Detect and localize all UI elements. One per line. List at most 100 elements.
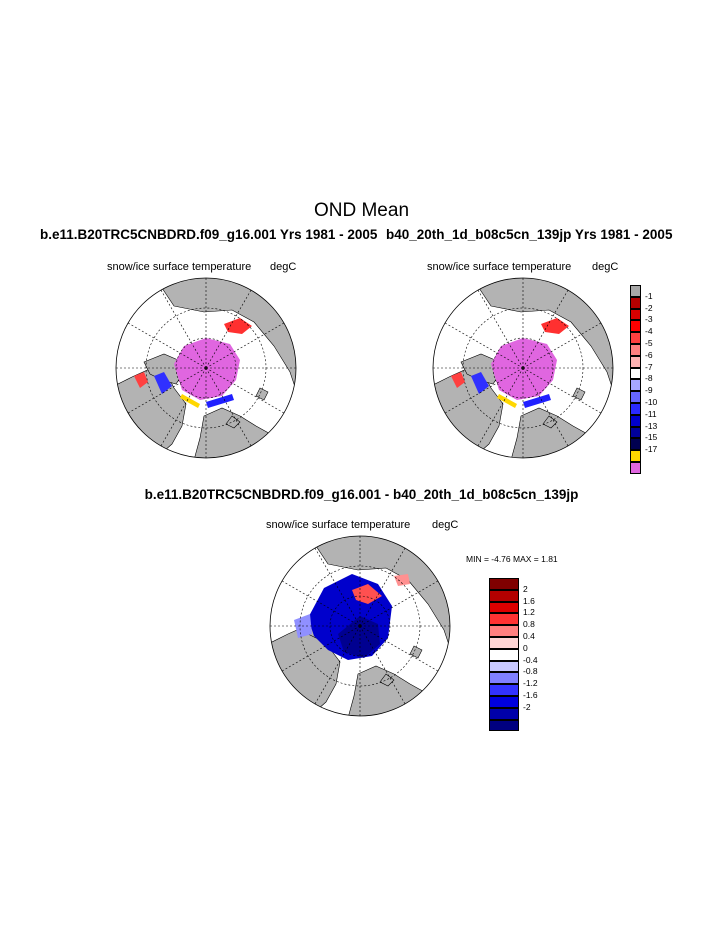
longitude-line xyxy=(205,289,252,369)
longitude-line xyxy=(444,322,524,369)
colorbar-label: -2 xyxy=(523,701,531,712)
longitude-line xyxy=(281,625,361,672)
ice-edge-blue xyxy=(206,394,234,408)
colorbar-label: -0.8 xyxy=(523,666,538,677)
colorbar-swatch xyxy=(630,391,641,403)
longitude-line xyxy=(205,367,252,447)
land-mass xyxy=(572,387,586,401)
colorbar-label: -1.2 xyxy=(523,678,538,689)
colorbar-label: 0.8 xyxy=(523,619,535,630)
left-variable-label: snow/ice surface temperature xyxy=(107,261,252,273)
colorbar-label: -1 xyxy=(645,290,653,301)
colorbar-label: -3 xyxy=(645,314,653,325)
colorbar-swatch xyxy=(630,426,641,439)
ice-edge-yellow xyxy=(497,394,517,408)
colorbar-swatch xyxy=(489,707,519,720)
colorbar-swatch xyxy=(630,379,641,392)
difference-units-label: degC xyxy=(432,519,459,531)
colorbar-label: -11 xyxy=(645,408,657,419)
longitude-line xyxy=(477,289,524,369)
longitude-line xyxy=(314,547,361,627)
ice-edge-blue xyxy=(523,394,551,408)
colorbar-swatch xyxy=(489,613,519,626)
land-mass xyxy=(542,415,558,429)
colorbar-swatch xyxy=(630,344,641,356)
colorbar-swatch xyxy=(489,696,519,708)
difference-polar-map xyxy=(269,535,451,717)
land-mass xyxy=(409,645,423,659)
longitude-line xyxy=(359,547,406,627)
colorbar-swatch xyxy=(630,462,641,474)
cold-edge xyxy=(471,372,489,394)
colorbar-swatch xyxy=(489,648,519,661)
longitude-line xyxy=(444,367,524,414)
colorbar-label: -5 xyxy=(645,338,653,348)
colorbar-label: -7 xyxy=(645,361,653,372)
left-units-label: degC xyxy=(270,261,297,273)
map-content xyxy=(116,278,296,458)
warm-edge-west xyxy=(451,372,465,388)
warm-edge-east xyxy=(541,318,569,334)
longitude-line xyxy=(314,625,361,705)
difference-panel-title: b.e11.B20TRC5CNBDRD.f09_g16.001 - b40_20… xyxy=(144,487,579,502)
land-mass xyxy=(255,387,269,401)
colorbar-label: -0.4 xyxy=(523,654,538,665)
longitude-line xyxy=(127,322,207,369)
warm-edge-east xyxy=(224,318,252,334)
longitude-line xyxy=(160,367,207,447)
map-border xyxy=(269,535,451,717)
colorbar-swatch xyxy=(489,637,519,649)
colorbar-swatch xyxy=(630,296,641,309)
arctic-ice-field xyxy=(174,338,240,400)
map-content xyxy=(433,278,613,458)
map-border xyxy=(432,277,614,459)
colorbar-label: 1.6 xyxy=(523,595,535,606)
colorbar-label: -9 xyxy=(645,385,653,396)
colorbar-swatch xyxy=(489,660,519,673)
colorbar-label: 0.4 xyxy=(523,631,535,641)
colorbar-label: -1.6 xyxy=(523,690,538,700)
colorbar-swatch xyxy=(630,414,641,427)
colorbar-label: -6 xyxy=(645,349,653,360)
longitude-line xyxy=(522,367,602,414)
difference-colorbar: 2 1.6 1.2 0.8 0.4 0 -0.4 -0.8 -1.2 -1.6 -2 xyxy=(489,578,539,732)
colorbar-swatch xyxy=(489,578,519,590)
min-max-label: MIN = -4.76 MAX = 1.81 xyxy=(466,554,558,564)
cold-edge xyxy=(154,372,172,394)
longitude-line xyxy=(359,580,439,627)
colorbar-swatch xyxy=(630,285,641,297)
right-variable-label: snow/ice surface temperature xyxy=(427,261,572,273)
colorbar-swatch xyxy=(630,450,641,462)
longitude-line xyxy=(359,625,439,672)
colorbar-swatch xyxy=(489,601,519,614)
colorbar-label: -4 xyxy=(645,326,653,337)
colorbar-swatch xyxy=(630,438,641,451)
colorbar-label: -13 xyxy=(645,420,658,431)
land-mass xyxy=(225,415,241,429)
difference-deep-cold xyxy=(338,616,380,658)
land-mass xyxy=(379,673,395,687)
right-panel-title: b40_20th_1d_b08c5cn_139jp Yrs 1981 - 200… xyxy=(386,227,673,242)
colorbar-swatch xyxy=(630,403,641,415)
longitude-line xyxy=(205,322,285,369)
map-content xyxy=(270,536,450,716)
longitude-line xyxy=(281,580,361,627)
longitude-line xyxy=(522,367,569,447)
figure-title: OND Mean xyxy=(313,200,410,221)
colorbar-label: -15 xyxy=(645,432,658,443)
right-polar-map xyxy=(432,277,614,459)
right-units-label: degC xyxy=(592,261,619,273)
longitude-line xyxy=(160,289,207,369)
colorbar-swatch xyxy=(489,589,519,602)
difference-variable-label: snow/ice surface temperature xyxy=(266,519,411,531)
longitude-line xyxy=(359,625,406,705)
left-polar-map xyxy=(115,277,297,459)
absolute-colorbar: -1 -2 -3 -4 -5 -6 -7 -8 -9 -10 -11 -13 -15 -17 xyxy=(630,285,670,474)
left-panel-title: b.e11.B20TRC5CNBDRD.f09_g16.001 Yrs 1981… xyxy=(40,227,378,242)
colorbar-swatch xyxy=(630,355,641,368)
colorbar-label: -17 xyxy=(645,444,658,455)
colorbar-swatch xyxy=(489,625,519,637)
map-border xyxy=(115,277,297,459)
longitude-line xyxy=(127,367,207,414)
colorbar-swatch xyxy=(630,367,641,380)
